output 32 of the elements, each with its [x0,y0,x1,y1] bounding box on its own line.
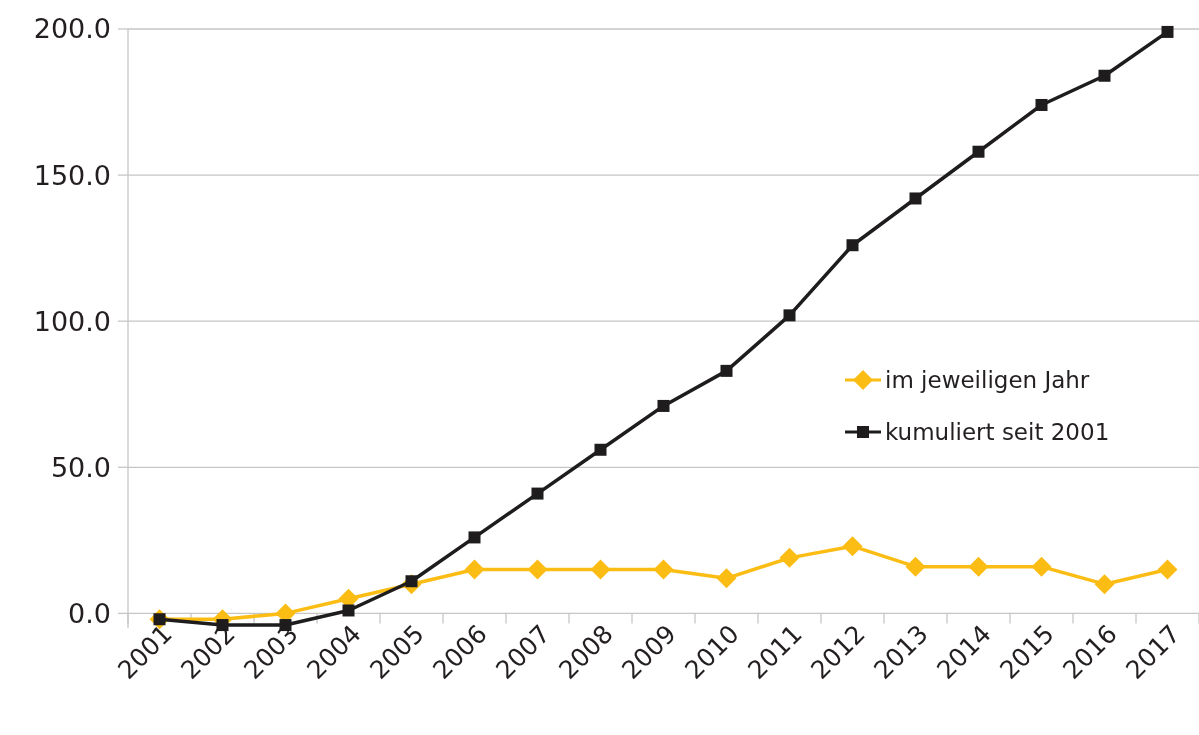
y-tick-label: 150.0 [33,159,111,191]
point [657,399,670,412]
point [1157,559,1178,580]
y-tick-label: 200.0 [33,13,111,45]
legend-label: kumuliert seit 2001 [885,419,1110,446]
point [653,559,674,580]
point [527,559,548,580]
point [972,145,985,158]
point [720,364,733,377]
point [842,536,863,557]
y-tick-label: 0.0 [68,597,111,629]
point [968,556,989,577]
point [779,547,800,568]
point [1031,556,1052,577]
point [1098,69,1111,82]
point [1094,574,1115,595]
point [846,239,859,252]
y-tick-label: 50.0 [50,451,111,483]
point [783,309,796,322]
point [905,556,926,577]
y-tick-label: 100.0 [33,305,111,337]
point [716,568,737,589]
point [909,192,922,205]
point [1161,25,1174,38]
point [1035,98,1048,111]
point [342,604,355,617]
point [594,443,607,456]
point [531,487,544,500]
point [464,559,485,580]
point [590,559,611,580]
legend-label: im jeweiligen Jahr [885,367,1090,394]
point [468,531,481,544]
